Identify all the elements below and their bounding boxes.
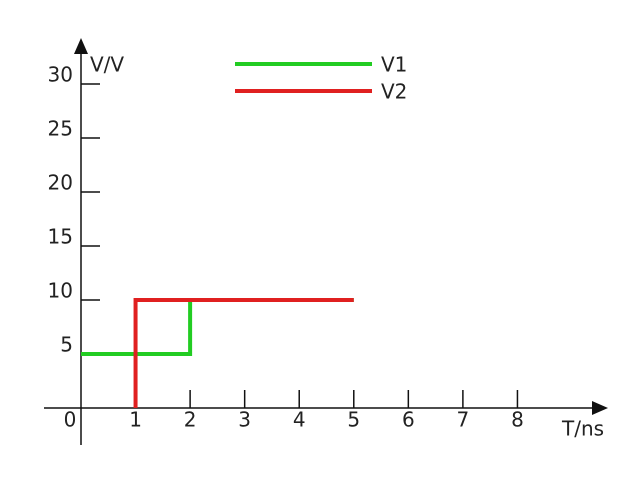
x-tick-label: 3 — [238, 408, 251, 432]
x-tick-label: 8 — [511, 408, 524, 432]
series-line — [133, 298, 354, 408]
legend-label: V2 — [381, 80, 407, 104]
x-tick-label: 1 — [129, 408, 142, 432]
legend-label: V1 — [381, 53, 407, 77]
y-tick-label: 30 — [48, 63, 73, 87]
y-tick-label: 10 — [48, 279, 73, 303]
x-axis-label: T/ns — [561, 417, 604, 441]
x-tick-label: 5 — [347, 408, 360, 432]
y-tick-label: 25 — [48, 117, 73, 141]
x-tick-label: 6 — [402, 408, 415, 432]
x-tick-label: 2 — [184, 408, 197, 432]
x-axis-arrow — [592, 401, 608, 415]
y-axis-label: V/V — [90, 53, 124, 77]
series-line — [81, 298, 354, 356]
y-tick-label: 15 — [48, 225, 73, 249]
x-tick-label: 7 — [457, 408, 470, 432]
x-tick-label: 4 — [293, 408, 306, 432]
y-tick-label: 20 — [48, 171, 73, 195]
y-tick-label: 5 — [60, 333, 73, 357]
x-tick-label: 0 — [64, 408, 77, 432]
y-axis-arrow — [74, 38, 88, 54]
